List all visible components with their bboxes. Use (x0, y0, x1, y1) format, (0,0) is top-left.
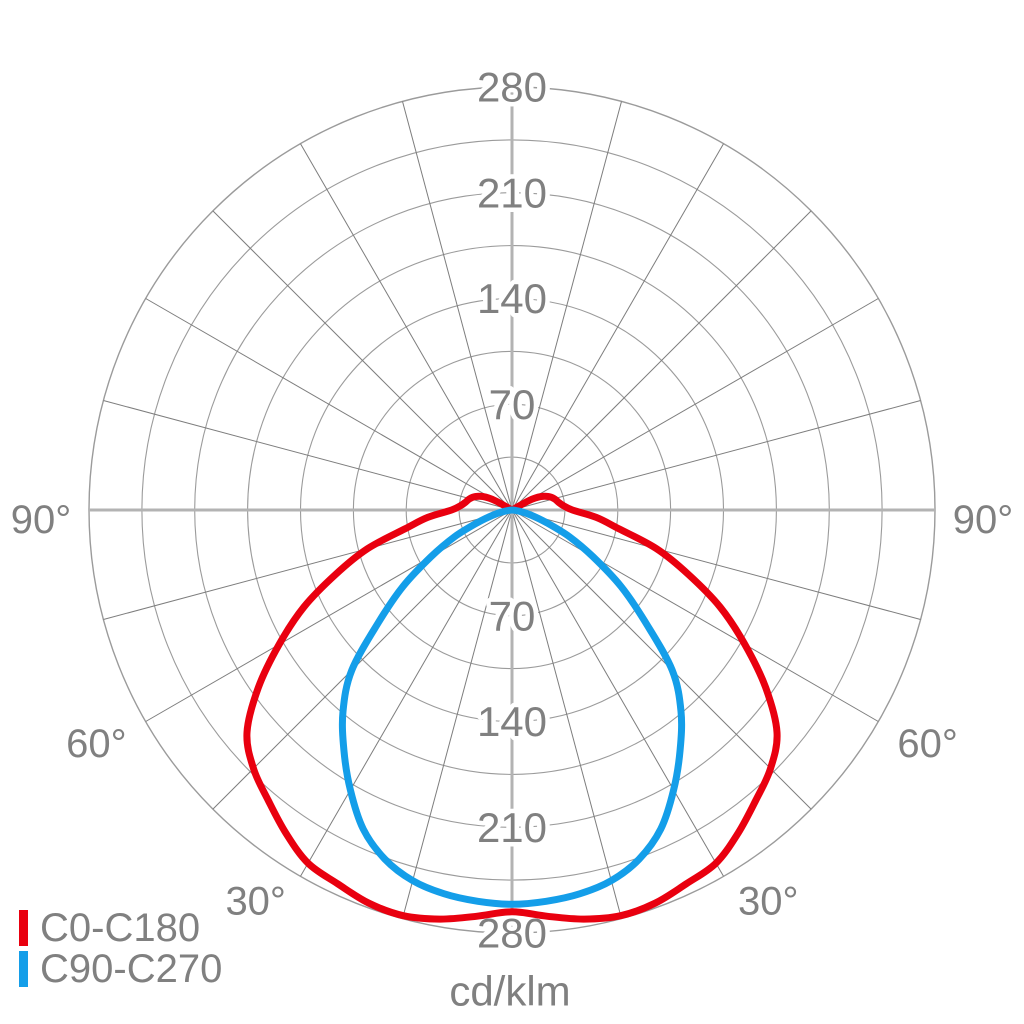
grid-spoke (212, 210, 513, 511)
radial-tick-label: 210 (477, 804, 547, 851)
grid-spoke (402, 509, 513, 919)
radial-tick-label: 280 (477, 64, 547, 111)
grid-spoke (103, 509, 513, 620)
grid-spoke (511, 400, 921, 511)
angle-tick-label: 30° (738, 880, 799, 924)
grid-spoke (511, 509, 812, 810)
curve-c90-c270 (338, 506, 686, 908)
grid-spoke (511, 509, 921, 620)
grid-spoke (511, 101, 622, 511)
radial-tick-label: 210 (477, 169, 547, 216)
angle-tick-label: 90° (11, 498, 72, 542)
legend-label-c0-c180: C0-C180 (40, 905, 201, 950)
legend-item-c90-c270: C90-C270 (19, 946, 223, 991)
grid-spoke (511, 143, 724, 511)
legend-label-c90-c270: C90-C270 (40, 946, 223, 991)
angle-tick-label: 60° (897, 722, 958, 766)
legend: C0-C180 C90-C270 (19, 905, 223, 991)
grid-spoke (212, 509, 513, 810)
radial-tick-label: 140 (477, 698, 547, 745)
curve-c0-c180 (243, 492, 781, 923)
grid-spoke (511, 509, 724, 877)
angle-tick-label: 60° (66, 722, 127, 766)
radial-tick-label: 70 (489, 592, 536, 639)
grid-spoke (145, 509, 513, 722)
radial-tick-label: 70 (489, 381, 536, 428)
legend-item-c0-c180: C0-C180 (19, 905, 222, 950)
unit-label: cd/klm (449, 968, 570, 1015)
legend-swatch-blue (19, 950, 28, 987)
grid-spoke (511, 298, 879, 511)
angle-tick-label: 30° (225, 880, 286, 924)
grid-spoke (300, 143, 513, 511)
radial-tick-label: 140 (477, 275, 547, 322)
grid-spoke (300, 509, 513, 877)
legend-swatch-red (19, 909, 28, 946)
grid-spoke (511, 509, 622, 919)
grid-spoke (145, 298, 513, 511)
grid-spoke (402, 101, 513, 511)
angle-tick-label: 90° (953, 498, 1014, 542)
grid-spoke (103, 400, 513, 511)
grid-spoke (511, 210, 812, 511)
grid-spoke (511, 509, 879, 722)
